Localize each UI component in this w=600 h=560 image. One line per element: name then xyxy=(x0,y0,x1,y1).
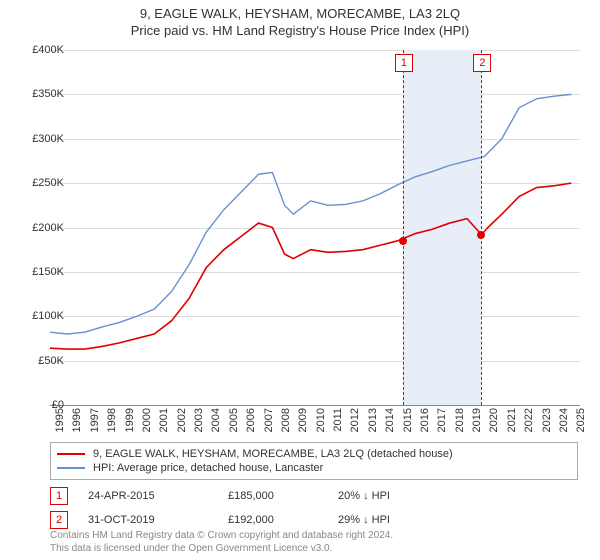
x-tick-label: 2008 xyxy=(280,408,292,432)
y-tick-label: £300K xyxy=(4,133,64,145)
chart-container: 9, EAGLE WALK, HEYSHAM, MORECAMBE, LA3 2… xyxy=(0,0,600,560)
legend-swatch xyxy=(57,467,85,469)
event-number-box: 1 xyxy=(50,487,68,505)
x-tick-label: 2023 xyxy=(541,408,553,432)
series-hpi xyxy=(50,94,571,334)
event-date: 24-APR-2015 xyxy=(88,490,228,502)
x-tick-label: 2022 xyxy=(523,408,535,432)
x-tick-label: 2009 xyxy=(297,408,309,432)
footnote-line: This data is licensed under the Open Gov… xyxy=(50,543,578,556)
x-tick-label: 2016 xyxy=(419,408,431,432)
legend-label: 9, EAGLE WALK, HEYSHAM, MORECAMBE, LA3 2… xyxy=(93,448,453,460)
event-price: £185,000 xyxy=(228,490,338,502)
y-tick-label: £250K xyxy=(4,177,64,189)
event-date: 31-OCT-2019 xyxy=(88,514,228,526)
x-tick-label: 2020 xyxy=(488,408,500,432)
footnote-line: Contains HM Land Registry data © Crown c… xyxy=(50,530,578,543)
x-tick-label: 2010 xyxy=(315,408,327,432)
y-tick-label: £350K xyxy=(4,88,64,100)
event-number-box: 2 xyxy=(50,511,68,529)
event-pct: 29% ↓ HPI xyxy=(338,514,498,526)
x-tick-label: 2019 xyxy=(471,408,483,432)
x-tick-label: 2007 xyxy=(263,408,275,432)
event-marker-icon xyxy=(477,231,485,239)
event-marker-icon xyxy=(399,237,407,245)
x-tick-label: 1996 xyxy=(71,408,83,432)
y-tick-label: £100K xyxy=(4,310,64,322)
x-tick-label: 2021 xyxy=(506,408,518,432)
line-series xyxy=(50,50,580,405)
x-tick-label: 2006 xyxy=(245,408,257,432)
legend: 9, EAGLE WALK, HEYSHAM, MORECAMBE, LA3 2… xyxy=(50,442,578,480)
x-tick-label: 2015 xyxy=(402,408,414,432)
y-tick-label: £400K xyxy=(4,44,64,56)
x-tick-label: 2013 xyxy=(367,408,379,432)
x-tick-label: 2000 xyxy=(141,408,153,432)
event-row: 2 31-OCT-2019 £192,000 29% ↓ HPI xyxy=(50,508,578,532)
x-tick-label: 2014 xyxy=(384,408,396,432)
legend-item: 9, EAGLE WALK, HEYSHAM, MORECAMBE, LA3 2… xyxy=(57,447,571,461)
event-pct: 20% ↓ HPI xyxy=(338,490,498,502)
x-tick-label: 2004 xyxy=(210,408,222,432)
x-tick-label: 1998 xyxy=(106,408,118,432)
event-label: 2 xyxy=(473,54,491,72)
legend-item: HPI: Average price, detached house, Lanc… xyxy=(57,461,571,475)
event-line xyxy=(403,50,404,405)
x-tick-label: 2011 xyxy=(332,408,344,432)
x-tick-label: 2018 xyxy=(454,408,466,432)
event-price: £192,000 xyxy=(228,514,338,526)
x-tick-label: 1995 xyxy=(54,408,66,432)
chart-subtitle: Price paid vs. HM Land Registry's House … xyxy=(0,21,600,38)
events-table: 1 24-APR-2015 £185,000 20% ↓ HPI 2 31-OC… xyxy=(50,484,578,532)
y-tick-label: £200K xyxy=(4,222,64,234)
event-label: 1 xyxy=(395,54,413,72)
event-line xyxy=(481,50,482,405)
x-tick-label: 2012 xyxy=(349,408,361,432)
series-property xyxy=(50,183,571,349)
x-tick-label: 2002 xyxy=(176,408,188,432)
x-tick-label: 2024 xyxy=(558,408,570,432)
footnote: Contains HM Land Registry data © Crown c… xyxy=(50,530,578,555)
y-tick-label: £150K xyxy=(4,266,64,278)
x-tick-label: 2025 xyxy=(575,408,587,432)
x-tick-label: 1999 xyxy=(124,408,136,432)
y-tick-label: £50K xyxy=(4,355,64,367)
event-row: 1 24-APR-2015 £185,000 20% ↓ HPI xyxy=(50,484,578,508)
legend-swatch xyxy=(57,453,85,455)
x-tick-label: 2003 xyxy=(193,408,205,432)
chart-title: 9, EAGLE WALK, HEYSHAM, MORECAMBE, LA3 2… xyxy=(0,0,600,21)
x-tick-label: 2001 xyxy=(158,408,170,432)
x-tick-label: 1997 xyxy=(89,408,101,432)
x-tick-label: 2017 xyxy=(436,408,448,432)
legend-label: HPI: Average price, detached house, Lanc… xyxy=(93,462,323,474)
x-tick-label: 2005 xyxy=(228,408,240,432)
